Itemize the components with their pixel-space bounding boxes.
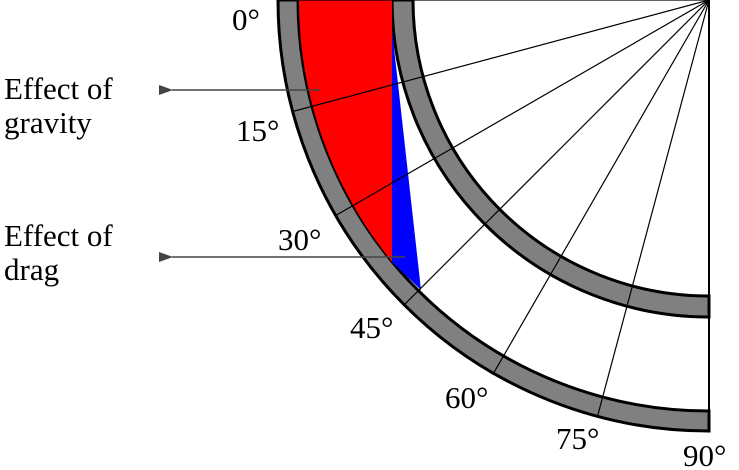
annotation: Effect of: [4, 71, 113, 106]
annotation: gravity: [4, 105, 92, 140]
radial-line: [403, 0, 710, 306]
angle-label: 60°: [445, 380, 488, 415]
angle-label: 45°: [350, 310, 393, 345]
radial-lines: [278, 0, 710, 431]
angle-label: 0°: [232, 2, 260, 37]
radial-line: [292, 0, 710, 113]
drag-region: [392, 30, 421, 290]
angle-label: 75°: [556, 421, 599, 456]
radial-line: [596, 0, 710, 417]
angle-label: 30°: [278, 222, 321, 257]
annotation: Effect of: [4, 218, 113, 253]
radial-line: [335, 0, 710, 217]
annotation: drag: [4, 252, 59, 287]
angle-label: 90°: [683, 438, 726, 470]
angle-label: 15°: [236, 113, 279, 148]
radial-line: [492, 0, 710, 374]
